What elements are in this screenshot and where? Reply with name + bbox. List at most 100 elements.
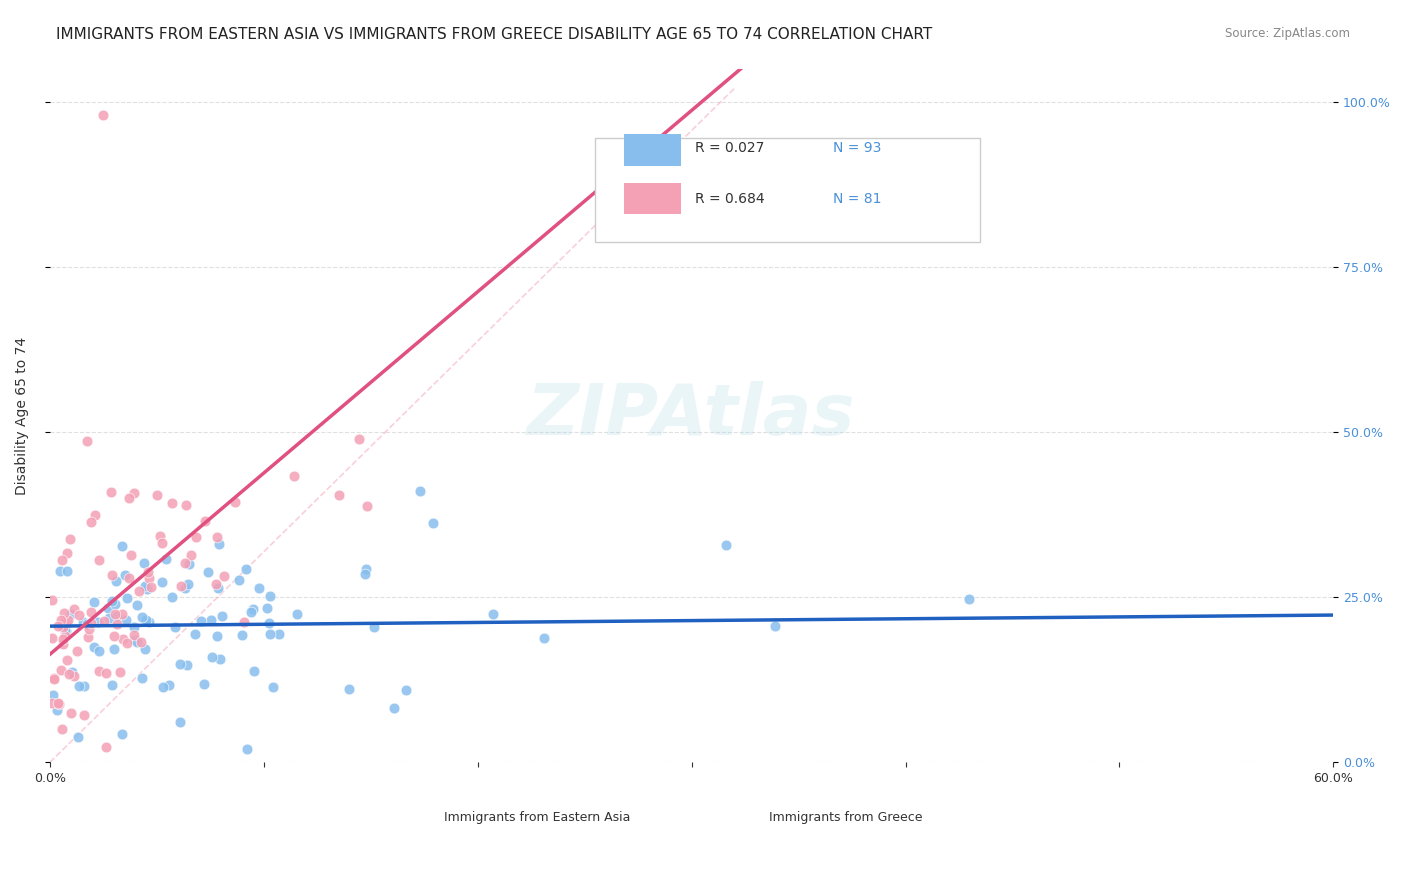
Point	[224, 494, 246, 508]
Point	[193, 677, 215, 691]
Text: Source: ZipAtlas.com: Source: ZipAtlas.com	[1225, 27, 1350, 40]
Point	[186, 530, 208, 544]
Point	[101, 593, 124, 607]
Point	[176, 658, 198, 673]
Point	[51, 722, 73, 736]
Point	[131, 671, 153, 685]
Point	[136, 565, 159, 579]
Point	[104, 574, 127, 589]
Point	[59, 532, 82, 546]
Point	[52, 632, 75, 646]
Point	[152, 681, 174, 695]
Point	[67, 730, 90, 744]
Point	[285, 607, 308, 621]
Point	[482, 607, 505, 622]
Point	[108, 665, 131, 680]
Point	[58, 666, 80, 681]
Point	[205, 630, 228, 644]
Point	[53, 606, 76, 620]
Point	[118, 491, 141, 505]
Point	[160, 496, 183, 510]
Point	[132, 557, 155, 571]
Text: Immigrants from Greece: Immigrants from Greece	[769, 811, 922, 824]
Point	[76, 617, 98, 632]
Point	[354, 566, 377, 581]
Text: N = 93: N = 93	[832, 141, 882, 155]
Point	[56, 616, 79, 631]
Point	[66, 643, 89, 657]
Point	[87, 553, 110, 567]
Point	[118, 570, 141, 584]
Point	[256, 600, 278, 615]
Point	[89, 644, 111, 658]
Point	[339, 682, 361, 697]
Point	[149, 529, 172, 543]
Point	[73, 708, 96, 723]
Point	[115, 636, 138, 650]
Point	[395, 683, 418, 698]
Point	[139, 580, 162, 594]
Point	[101, 568, 124, 582]
Point	[363, 619, 385, 633]
Point	[49, 663, 72, 677]
Point	[134, 641, 156, 656]
Point	[138, 615, 160, 629]
Point	[49, 613, 72, 627]
Point	[205, 529, 228, 543]
Point	[42, 673, 65, 687]
Point	[155, 552, 177, 566]
Point	[67, 608, 90, 623]
Point	[190, 615, 212, 629]
Point	[49, 564, 72, 578]
Point	[60, 706, 83, 720]
Point	[63, 601, 86, 615]
Point	[46, 618, 69, 632]
Point	[48, 698, 70, 712]
Point	[200, 613, 222, 627]
Point	[59, 607, 82, 621]
Point	[129, 635, 152, 649]
Point	[763, 618, 786, 632]
Point	[55, 624, 77, 639]
FancyBboxPatch shape	[624, 183, 682, 214]
Point	[80, 605, 103, 619]
Point	[56, 564, 79, 578]
Point	[174, 498, 197, 512]
Point	[235, 562, 257, 576]
Point	[169, 715, 191, 730]
Text: N = 81: N = 81	[832, 192, 882, 206]
Point	[94, 666, 117, 681]
Point	[122, 619, 145, 633]
Point	[170, 579, 193, 593]
Point	[80, 615, 103, 630]
Point	[77, 630, 100, 644]
FancyBboxPatch shape	[717, 790, 749, 814]
Point	[150, 536, 173, 550]
Point	[208, 537, 231, 551]
Point	[52, 615, 75, 629]
Point	[409, 484, 432, 499]
Point	[122, 628, 145, 642]
Point	[53, 629, 76, 643]
Text: Immigrants from Eastern Asia: Immigrants from Eastern Asia	[444, 811, 631, 824]
Point	[105, 617, 128, 632]
Point	[73, 679, 96, 693]
Point	[349, 433, 371, 447]
Point	[259, 626, 281, 640]
Point	[62, 668, 84, 682]
Point	[53, 624, 76, 638]
Point	[125, 598, 148, 612]
Point	[533, 631, 555, 645]
Point	[122, 485, 145, 500]
Point	[87, 664, 110, 678]
Point	[262, 680, 284, 694]
Point	[354, 562, 377, 576]
Text: ZIPAtlas: ZIPAtlas	[527, 381, 856, 450]
Point	[135, 613, 157, 627]
Point	[197, 565, 219, 579]
Point	[356, 499, 378, 513]
Point	[93, 615, 115, 629]
Point	[422, 516, 444, 530]
Point	[51, 552, 73, 566]
Point	[83, 640, 105, 654]
